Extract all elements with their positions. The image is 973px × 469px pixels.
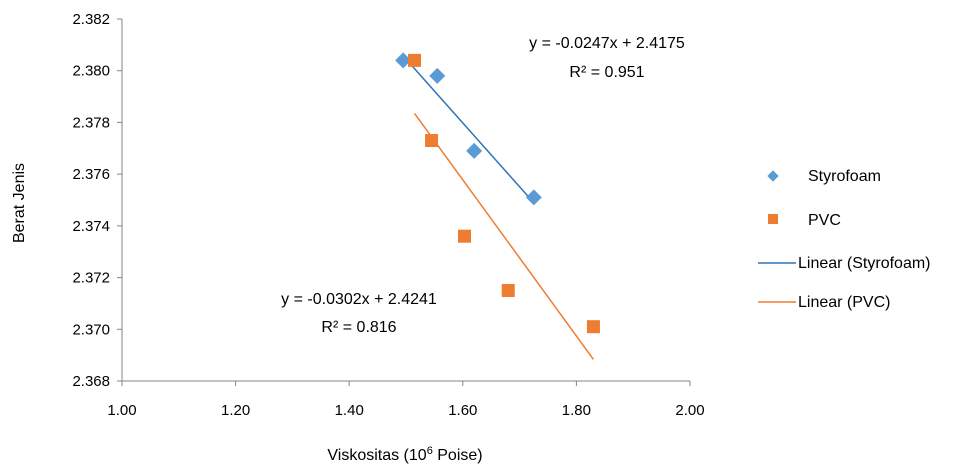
- data-point-styrofoam: [395, 52, 412, 69]
- legend-item-pvc: PVC: [768, 212, 841, 229]
- data-point-pvc: [458, 229, 472, 243]
- x-tick-label: 1.60: [448, 402, 477, 419]
- y-tick-label: 2.382: [72, 11, 110, 28]
- x-axis-title-suffix: Poise): [433, 447, 483, 464]
- trendline-r2-styrofoam: R² = 0.951: [569, 64, 644, 81]
- data-point-styrofoam: [429, 67, 446, 84]
- y-tick-label: 2.378: [72, 114, 110, 131]
- trendline-pvc: [413, 113, 595, 360]
- x-tick-label: 1.00: [107, 402, 136, 419]
- y-tick-label: 2.376: [72, 166, 110, 183]
- y-axis-title: Berat Jenis: [11, 163, 28, 243]
- y-tick-label: 2.370: [72, 321, 110, 338]
- trendline-equation-styrofoam: y = -0.0247x + 2.4175: [529, 35, 685, 52]
- data-points: [395, 52, 600, 334]
- y-axis-ticks: 2.368 2.370 2.372 2.374 2.376 2.378 2.380 2.382: [72, 11, 122, 390]
- x-axis-title: Viskositas (106 Poise): [327, 445, 482, 464]
- legend: Styrofoam PVC Linear (Styrofoam) Linear …: [758, 168, 931, 311]
- axes: [121, 19, 690, 382]
- y-tick-label: 2.374: [72, 218, 110, 235]
- y-tick-label: 2.380: [72, 63, 110, 80]
- data-point-pvc: [501, 284, 515, 297]
- legend-label-styrofoam: Styrofoam: [808, 168, 881, 185]
- trendlines: [402, 55, 595, 360]
- x-tick-label: 1.40: [335, 402, 364, 419]
- x-tick-label: 1.20: [221, 402, 250, 419]
- x-axis-ticks: 1.00 1.20 1.40 1.60 1.80 2.00: [107, 381, 705, 419]
- trendline-styrofoam: [402, 55, 535, 204]
- legend-label-linear-pvc: Linear (PVC): [798, 294, 890, 311]
- x-tick-label: 1.80: [562, 402, 591, 419]
- legend-item-styrofoam: Styrofoam: [767, 168, 881, 185]
- legend-marker-pvc: [768, 214, 778, 224]
- trendline-r2-pvc: R² = 0.816: [321, 319, 396, 336]
- x-tick-label: 2.00: [675, 402, 704, 419]
- y-tick-label: 2.372: [72, 270, 110, 287]
- legend-item-linear-pvc: Linear (PVC): [758, 294, 890, 311]
- legend-label-pvc: PVC: [808, 212, 841, 229]
- x-axis-title-main: Viskositas (10: [327, 447, 426, 464]
- legend-marker-styrofoam: [767, 170, 779, 182]
- y-tick-label: 2.368: [72, 373, 110, 390]
- trendline-equation-pvc: y = -0.0302x + 2.4241: [281, 291, 437, 308]
- x-axis-title-superscript: 6: [427, 445, 433, 457]
- data-point-pvc: [586, 320, 600, 334]
- data-point-pvc: [425, 134, 439, 148]
- data-point-styrofoam: [466, 142, 483, 159]
- data-point-styrofoam: [525, 189, 542, 206]
- legend-item-linear-styrofoam: Linear (Styrofoam): [758, 255, 931, 272]
- legend-label-linear-styrofoam: Linear (Styrofoam): [798, 255, 931, 272]
- data-point-pvc: [408, 53, 422, 67]
